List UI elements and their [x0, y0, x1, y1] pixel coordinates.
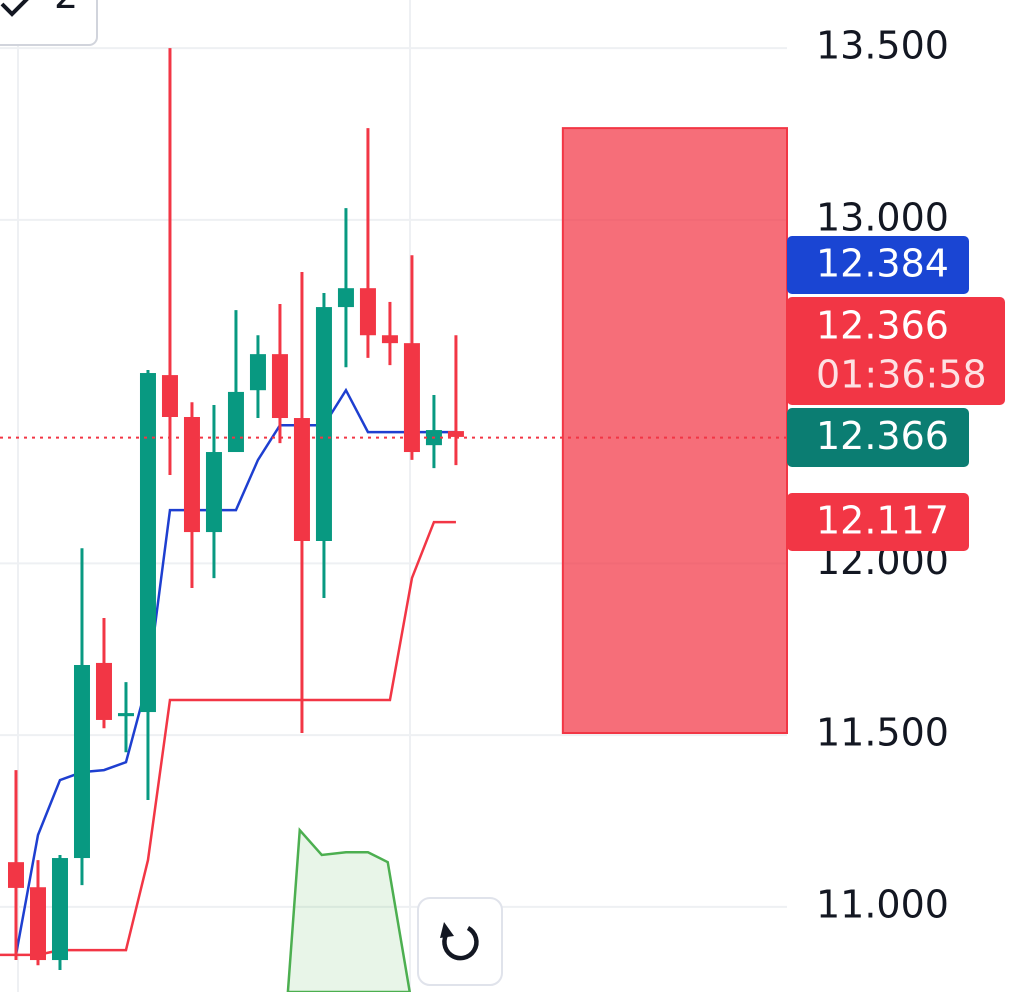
y-tick-label: 13.000	[816, 195, 949, 239]
candle-body	[29, 887, 46, 961]
toggle-count: 2	[54, 0, 78, 17]
candle-body	[315, 307, 332, 541]
candle-body	[403, 343, 420, 453]
background-layer	[17, 0, 411, 992]
candle-body	[381, 335, 398, 344]
price-label: 12.366	[816, 414, 949, 458]
indicator-line	[0, 520, 456, 957]
reset-button[interactable]	[417, 897, 503, 986]
price-label: 12.366	[816, 304, 949, 348]
candle-body	[139, 373, 156, 713]
y-tick-label: 11.000	[816, 882, 949, 926]
indicator-area	[286, 827, 412, 992]
candle-body	[95, 662, 112, 720]
candle-body	[249, 354, 266, 391]
candle-body	[271, 354, 288, 419]
candle-body	[73, 664, 90, 859]
candle-body	[359, 288, 376, 336]
toggle-box[interactable]	[0, 0, 98, 46]
price-axis: 13.50013.00012.00011.50011.00012.38412.3…	[787, 24, 1005, 926]
candle-body	[227, 391, 244, 453]
reset-icon	[442, 926, 479, 961]
candle-body	[117, 713, 134, 717]
candle-body	[293, 418, 310, 541]
button-box[interactable]	[417, 897, 503, 986]
candle-body	[161, 375, 178, 417]
reset-arrow	[440, 922, 454, 938]
price-label-box	[787, 236, 969, 294]
plot-area	[0, 47, 789, 992]
candle-body	[51, 858, 68, 961]
candle-body	[183, 416, 200, 533]
y-tick-label: 11.500	[816, 711, 949, 755]
price-label-box	[787, 297, 1005, 405]
y-tick-label: 13.500	[816, 24, 949, 68]
candle-body	[205, 452, 222, 533]
price-label-box	[787, 408, 969, 467]
price-label: 12.384	[816, 242, 949, 286]
legend-toggle[interactable]: 2	[0, 0, 98, 46]
price-label-box	[787, 493, 969, 551]
countdown-label: 01:36:58	[816, 353, 987, 397]
candle-body	[447, 431, 464, 437]
candle-body	[7, 862, 24, 888]
check-icon	[0, 0, 29, 17]
zone	[561, 127, 789, 735]
price-label: 12.117	[816, 499, 949, 543]
candle-body	[337, 288, 354, 308]
